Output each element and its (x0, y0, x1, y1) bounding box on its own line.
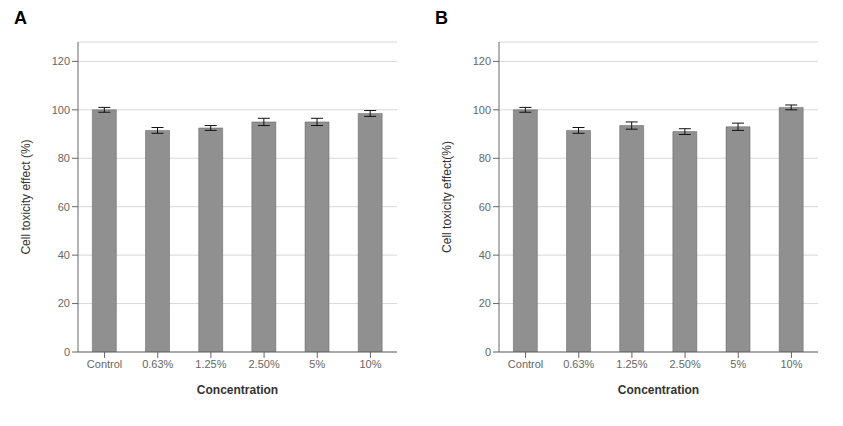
svg-text:5%: 5% (309, 358, 325, 370)
svg-text:0: 0 (64, 346, 70, 358)
svg-text:1.25%: 1.25% (616, 358, 647, 370)
svg-text:20: 20 (479, 297, 491, 309)
svg-text:Cell toxicity effect (%): Cell toxicity effect (%) (19, 139, 33, 254)
svg-text:120: 120 (473, 55, 491, 67)
svg-text:80: 80 (479, 152, 491, 164)
svg-text:10%: 10% (359, 358, 381, 370)
svg-text:100: 100 (473, 104, 491, 116)
svg-text:Control: Control (87, 358, 122, 370)
svg-text:Cell toxicity effect(%): Cell toxicity effect(%) (440, 141, 454, 253)
svg-text:Control: Control (508, 358, 543, 370)
svg-text:100: 100 (52, 104, 70, 116)
svg-text:0.63%: 0.63% (142, 358, 173, 370)
html-text:B: B (435, 8, 448, 28)
svg-text:120: 120 (52, 55, 70, 67)
svg-text:0.63%: 0.63% (563, 358, 594, 370)
svg-text:5%: 5% (730, 358, 746, 370)
svg-text:20: 20 (58, 297, 70, 309)
svg-text:0: 0 (485, 346, 491, 358)
svg-text:60: 60 (479, 201, 491, 213)
svg-text:Concentration: Concentration (618, 383, 699, 397)
svg-text:40: 40 (58, 249, 70, 261)
svg-text:80: 80 (58, 152, 70, 164)
svg-text:2.50%: 2.50% (248, 358, 279, 370)
html-text:A: A (14, 8, 27, 28)
svg-text:40: 40 (479, 249, 491, 261)
svg-text:1.25%: 1.25% (195, 358, 226, 370)
svg-text:Concentration: Concentration (197, 383, 278, 397)
svg-text:10%: 10% (780, 358, 802, 370)
svg-text:2.50%: 2.50% (669, 358, 700, 370)
svg-text:60: 60 (58, 201, 70, 213)
